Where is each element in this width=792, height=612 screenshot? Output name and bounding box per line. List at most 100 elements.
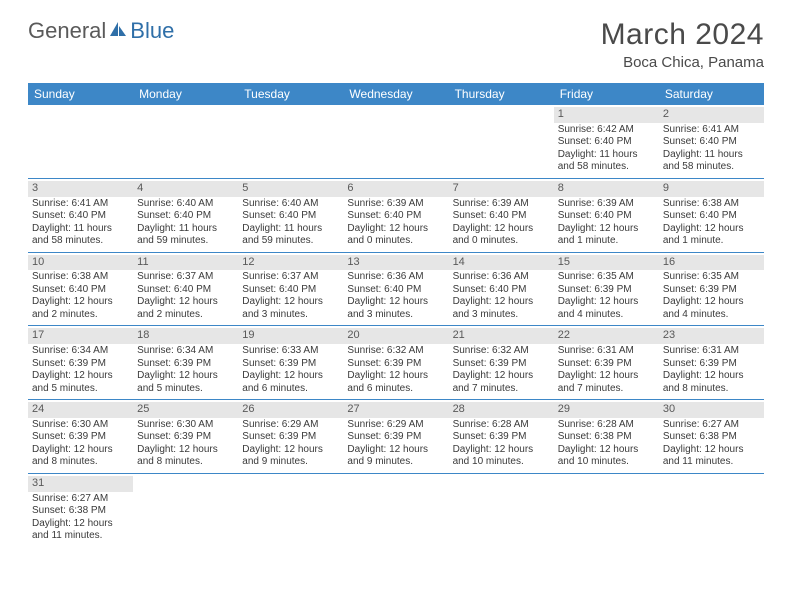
day-cell: 25Sunrise: 6:30 AMSunset: 6:39 PMDayligh…	[133, 400, 238, 473]
day-number: 14	[449, 255, 554, 271]
sunrise-text: Sunrise: 6:35 AM	[558, 271, 655, 284]
day-number: 23	[659, 328, 764, 344]
day-number: 18	[133, 328, 238, 344]
day-cell: 10Sunrise: 6:38 AMSunset: 6:40 PMDayligh…	[28, 253, 133, 326]
day-cell: 15Sunrise: 6:35 AMSunset: 6:39 PMDayligh…	[554, 253, 659, 326]
day-cell: 5Sunrise: 6:40 AMSunset: 6:40 PMDaylight…	[238, 179, 343, 252]
sunrise-text: Sunrise: 6:38 AM	[32, 271, 129, 284]
day-cell: 20Sunrise: 6:32 AMSunset: 6:39 PMDayligh…	[343, 326, 448, 399]
day-cell: .	[238, 105, 343, 178]
sunrise-text: Sunrise: 6:28 AM	[558, 419, 655, 432]
daylight-text: Daylight: 12 hours and 0 minutes.	[347, 223, 444, 248]
day-number: 8	[554, 181, 659, 197]
day-number: 26	[238, 402, 343, 418]
sunset-text: Sunset: 6:39 PM	[242, 358, 339, 371]
day-cell: 11Sunrise: 6:37 AMSunset: 6:40 PMDayligh…	[133, 253, 238, 326]
day-cell: 31Sunrise: 6:27 AMSunset: 6:38 PMDayligh…	[28, 474, 133, 547]
sunset-text: Sunset: 6:39 PM	[663, 284, 760, 297]
day-number: 19	[238, 328, 343, 344]
sail-icon	[108, 20, 128, 38]
sunrise-text: Sunrise: 6:41 AM	[32, 198, 129, 211]
daylight-text: Daylight: 12 hours and 1 minute.	[663, 223, 760, 248]
day-number: 21	[449, 328, 554, 344]
sunrise-text: Sunrise: 6:30 AM	[137, 419, 234, 432]
daylight-text: Daylight: 12 hours and 8 minutes.	[137, 444, 234, 469]
day-cell: 13Sunrise: 6:36 AMSunset: 6:40 PMDayligh…	[343, 253, 448, 326]
sunset-text: Sunset: 6:39 PM	[32, 431, 129, 444]
day-number: 29	[554, 402, 659, 418]
day-cell: .	[343, 105, 448, 178]
day-cell: .	[343, 474, 448, 547]
daylight-text: Daylight: 12 hours and 4 minutes.	[558, 296, 655, 321]
daylight-text: Daylight: 11 hours and 59 minutes.	[242, 223, 339, 248]
weekday-header: Saturday	[659, 83, 764, 105]
sunset-text: Sunset: 6:39 PM	[663, 358, 760, 371]
weekday-row: SundayMondayTuesdayWednesdayThursdayFrid…	[28, 83, 764, 105]
week-row: 17Sunrise: 6:34 AMSunset: 6:39 PMDayligh…	[28, 326, 764, 400]
sunset-text: Sunset: 6:40 PM	[32, 284, 129, 297]
day-number: 4	[133, 181, 238, 197]
daylight-text: Daylight: 12 hours and 1 minute.	[558, 223, 655, 248]
sunrise-text: Sunrise: 6:39 AM	[453, 198, 550, 211]
daylight-text: Daylight: 12 hours and 0 minutes.	[453, 223, 550, 248]
sunrise-text: Sunrise: 6:31 AM	[663, 345, 760, 358]
daylight-text: Daylight: 12 hours and 11 minutes.	[663, 444, 760, 469]
weekday-header: Sunday	[28, 83, 133, 105]
logo-text-gray: General	[28, 18, 106, 44]
sunrise-text: Sunrise: 6:37 AM	[137, 271, 234, 284]
daylight-text: Daylight: 12 hours and 9 minutes.	[242, 444, 339, 469]
sunrise-text: Sunrise: 6:29 AM	[242, 419, 339, 432]
sunset-text: Sunset: 6:40 PM	[242, 210, 339, 223]
sunrise-text: Sunrise: 6:40 AM	[242, 198, 339, 211]
daylight-text: Daylight: 12 hours and 5 minutes.	[32, 370, 129, 395]
sunrise-text: Sunrise: 6:31 AM	[558, 345, 655, 358]
sunset-text: Sunset: 6:40 PM	[137, 284, 234, 297]
day-cell: 9Sunrise: 6:38 AMSunset: 6:40 PMDaylight…	[659, 179, 764, 252]
day-cell: 7Sunrise: 6:39 AMSunset: 6:40 PMDaylight…	[449, 179, 554, 252]
daylight-text: Daylight: 11 hours and 58 minutes.	[663, 149, 760, 174]
day-cell: 21Sunrise: 6:32 AMSunset: 6:39 PMDayligh…	[449, 326, 554, 399]
sunset-text: Sunset: 6:40 PM	[32, 210, 129, 223]
daylight-text: Daylight: 12 hours and 8 minutes.	[32, 444, 129, 469]
sunrise-text: Sunrise: 6:30 AM	[32, 419, 129, 432]
sunrise-text: Sunrise: 6:29 AM	[347, 419, 444, 432]
weekday-header: Friday	[554, 83, 659, 105]
daylight-text: Daylight: 11 hours and 58 minutes.	[32, 223, 129, 248]
sunset-text: Sunset: 6:38 PM	[558, 431, 655, 444]
day-number: 15	[554, 255, 659, 271]
weekday-header: Thursday	[449, 83, 554, 105]
sunset-text: Sunset: 6:39 PM	[558, 358, 655, 371]
calendar: SundayMondayTuesdayWednesdayThursdayFrid…	[28, 83, 764, 547]
day-number: 11	[133, 255, 238, 271]
day-number: 22	[554, 328, 659, 344]
sunrise-text: Sunrise: 6:39 AM	[347, 198, 444, 211]
day-number: 28	[449, 402, 554, 418]
day-cell: 24Sunrise: 6:30 AMSunset: 6:39 PMDayligh…	[28, 400, 133, 473]
day-number: 31	[28, 476, 133, 492]
day-number: 6	[343, 181, 448, 197]
sunrise-text: Sunrise: 6:34 AM	[137, 345, 234, 358]
sunset-text: Sunset: 6:40 PM	[453, 284, 550, 297]
day-number: 16	[659, 255, 764, 271]
sunset-text: Sunset: 6:39 PM	[137, 358, 234, 371]
daylight-text: Daylight: 12 hours and 8 minutes.	[663, 370, 760, 395]
sunset-text: Sunset: 6:39 PM	[347, 431, 444, 444]
sunset-text: Sunset: 6:39 PM	[137, 431, 234, 444]
sunrise-text: Sunrise: 6:28 AM	[453, 419, 550, 432]
daylight-text: Daylight: 12 hours and 7 minutes.	[453, 370, 550, 395]
day-cell: .	[133, 474, 238, 547]
weekday-header: Wednesday	[343, 83, 448, 105]
sunrise-text: Sunrise: 6:41 AM	[663, 124, 760, 137]
day-cell: 4Sunrise: 6:40 AMSunset: 6:40 PMDaylight…	[133, 179, 238, 252]
daylight-text: Daylight: 12 hours and 7 minutes.	[558, 370, 655, 395]
day-cell: 12Sunrise: 6:37 AMSunset: 6:40 PMDayligh…	[238, 253, 343, 326]
day-cell: 2Sunrise: 6:41 AMSunset: 6:40 PMDaylight…	[659, 105, 764, 178]
logo-text-blue: Blue	[130, 18, 174, 44]
sunset-text: Sunset: 6:39 PM	[242, 431, 339, 444]
sunset-text: Sunset: 6:40 PM	[663, 210, 760, 223]
day-cell: 26Sunrise: 6:29 AMSunset: 6:39 PMDayligh…	[238, 400, 343, 473]
sunrise-text: Sunrise: 6:32 AM	[347, 345, 444, 358]
sunset-text: Sunset: 6:40 PM	[663, 136, 760, 149]
sunset-text: Sunset: 6:39 PM	[453, 358, 550, 371]
daylight-text: Daylight: 12 hours and 9 minutes.	[347, 444, 444, 469]
